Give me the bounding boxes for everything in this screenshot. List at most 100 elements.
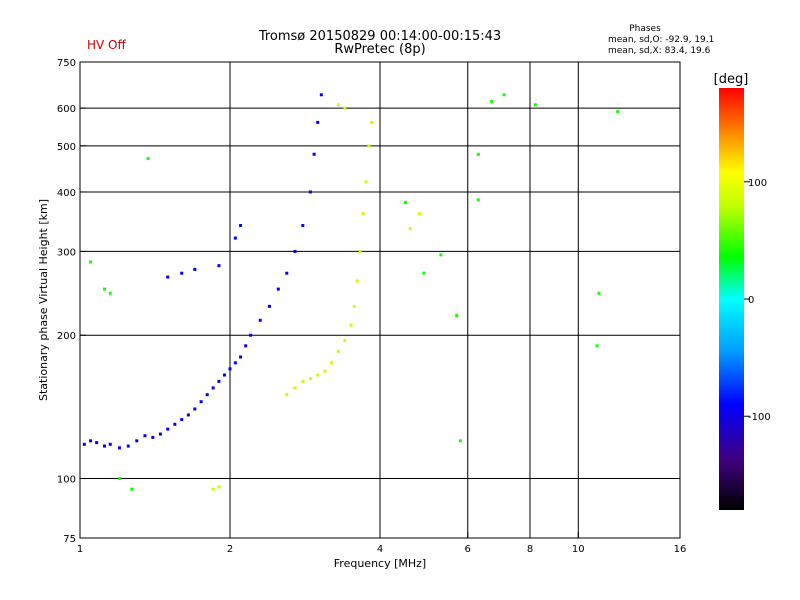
colorbar-tick-label: 100 (748, 178, 767, 189)
x-axis-label: Frequency [MHz] (334, 557, 426, 570)
data-point (108, 291, 112, 295)
colorbar-tick-label: 0 (748, 295, 754, 306)
data-point (135, 439, 139, 443)
data-point (285, 393, 289, 397)
data-point (103, 287, 107, 291)
data-point (595, 344, 599, 348)
data-point (301, 224, 305, 228)
data-point (166, 427, 170, 431)
data-point (403, 201, 407, 205)
phases-stats-o: mean, sd,O: -92.9, 19.1 (608, 35, 714, 45)
data-point (217, 379, 221, 383)
data-point (616, 110, 620, 114)
data-point (126, 444, 130, 448)
data-point (476, 198, 480, 202)
data-point (323, 369, 327, 373)
data-point (82, 442, 86, 446)
data-point (301, 379, 305, 383)
data-point (349, 323, 353, 327)
data-point (358, 249, 362, 253)
y-tick-label: 600 (57, 104, 76, 115)
data-point (199, 400, 203, 404)
data-point (228, 367, 232, 371)
data-point (364, 180, 368, 184)
data-point (258, 318, 262, 322)
data-point (330, 361, 334, 365)
data-point (166, 275, 170, 279)
chart-subtitle: RwPretec (8p) (334, 42, 425, 57)
data-point (158, 432, 162, 436)
x-tick-label: 2 (227, 544, 233, 555)
y-tick-label: 75 (63, 534, 76, 545)
data-point (180, 418, 184, 422)
y-tick-label: 400 (57, 188, 76, 199)
data-point (233, 361, 237, 365)
colorbar-tick-label: -100 (748, 412, 771, 423)
y-tick-label: 100 (57, 475, 76, 486)
x-tick-label: 10 (572, 544, 585, 555)
data-point (367, 144, 371, 148)
data-point (319, 93, 323, 97)
data-point (343, 106, 347, 110)
data-point (130, 487, 134, 491)
x-axis: 1 2 4 6 8 10 16 (77, 532, 687, 555)
data-point (193, 267, 197, 271)
data-points (82, 93, 620, 491)
data-point (233, 236, 237, 240)
chart-title: Tromsø 20150829 00:14:00-00:15:43 (258, 29, 501, 44)
data-point (211, 487, 215, 491)
data-point (476, 152, 480, 156)
data-point (186, 413, 190, 417)
data-point (173, 422, 177, 426)
data-point (361, 212, 365, 216)
data-point (117, 446, 121, 450)
data-point (244, 344, 248, 348)
colorbar-label: [deg] (714, 72, 749, 87)
colorbar: [deg] -100 0 100 (714, 72, 771, 510)
data-point (151, 435, 155, 439)
data-point (458, 439, 462, 443)
data-point (89, 260, 93, 264)
data-point (89, 439, 93, 443)
data-point (370, 120, 374, 124)
y-tick-label: 500 (57, 142, 76, 153)
data-point (249, 333, 253, 337)
y-tick-label: 300 (57, 247, 76, 258)
data-point (502, 93, 506, 97)
phases-stats-x: mean, sd,X: 83.4, 19.6 (608, 46, 711, 56)
data-point (223, 373, 227, 377)
data-point (422, 271, 426, 275)
data-point (316, 373, 320, 377)
plot-area: 1 2 4 6 8 10 16 75 100 200 300 400 500 600 750 (57, 58, 686, 555)
data-point (417, 212, 421, 216)
data-point (597, 291, 601, 295)
data-point (239, 355, 243, 359)
data-point (180, 271, 184, 275)
x-tick-label: 4 (377, 544, 383, 555)
data-point (276, 287, 280, 291)
data-point (217, 485, 221, 489)
data-point (143, 434, 147, 438)
data-point (355, 279, 359, 283)
colorbar-ticks: -100 0 100 (744, 178, 771, 423)
data-point (211, 386, 215, 390)
hv-status: HV Off (87, 38, 126, 52)
data-point (336, 103, 340, 107)
y-tick-label: 200 (57, 331, 76, 342)
y-tick-label: 750 (57, 58, 76, 69)
data-point (408, 227, 412, 231)
data-point (439, 253, 443, 257)
data-point (193, 407, 197, 411)
data-point (312, 152, 316, 156)
y-axis: 75 100 200 300 400 500 600 750 (57, 58, 86, 545)
data-point (455, 314, 459, 318)
data-point (293, 386, 297, 390)
data-point (217, 264, 221, 268)
data-point (103, 444, 107, 448)
data-point (285, 271, 289, 275)
data-point (293, 249, 297, 253)
x-tick-label: 16 (674, 544, 687, 555)
phases-stats-title: Phases (629, 24, 661, 34)
data-point (239, 224, 243, 228)
